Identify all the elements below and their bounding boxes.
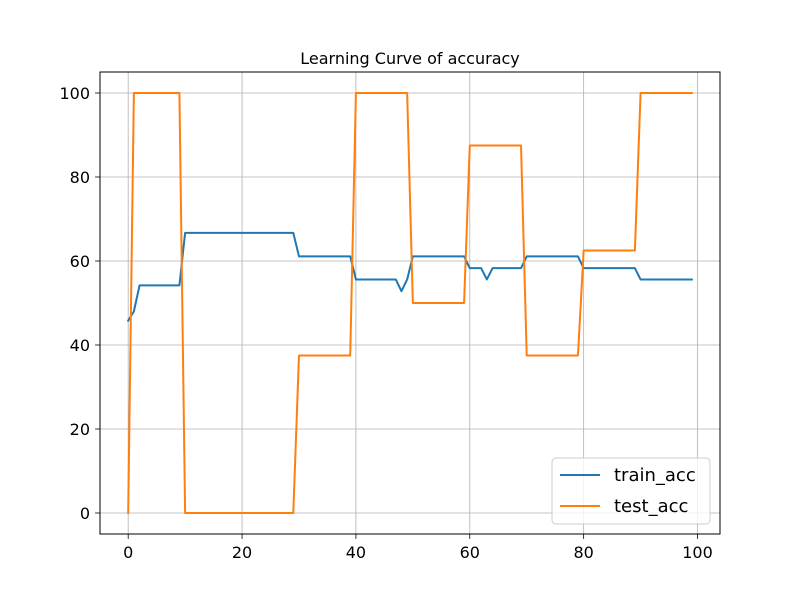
y-tick-label: 40	[70, 336, 90, 355]
legend: train_acc test_acc	[551, 457, 711, 525]
y-tick-label: 20	[70, 420, 90, 439]
x-tick-label: 100	[682, 543, 713, 562]
chart-title: Learning Curve of accuracy	[300, 49, 520, 68]
legend-label-train-acc: train_acc	[614, 465, 696, 486]
y-tick-label: 80	[70, 168, 90, 187]
x-tick-label: 60	[460, 543, 480, 562]
series-line-train-acc	[126, 231, 693, 323]
legend-label-test-acc: test_acc	[614, 496, 688, 517]
y-tick-label: 0	[80, 504, 90, 523]
x-tick-label: 40	[346, 543, 366, 562]
x-tick-label: 0	[123, 543, 133, 562]
x-tick-label: 80	[573, 543, 593, 562]
axes-frame	[99, 71, 721, 535]
axis-ticks: 0 20 40 60 80 100 0 20 40 60 80 100	[59, 84, 712, 562]
y-tick-label: 100	[59, 84, 90, 103]
x-tick-label: 20	[232, 543, 252, 562]
y-tick-label: 60	[70, 252, 90, 271]
series-line-test-acc	[127, 92, 693, 515]
plot-series	[126, 92, 693, 515]
